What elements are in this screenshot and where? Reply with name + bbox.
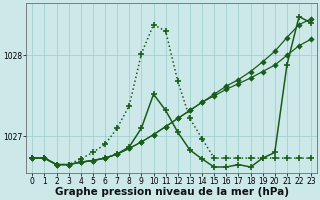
X-axis label: Graphe pression niveau de la mer (hPa): Graphe pression niveau de la mer (hPa) xyxy=(55,187,289,197)
